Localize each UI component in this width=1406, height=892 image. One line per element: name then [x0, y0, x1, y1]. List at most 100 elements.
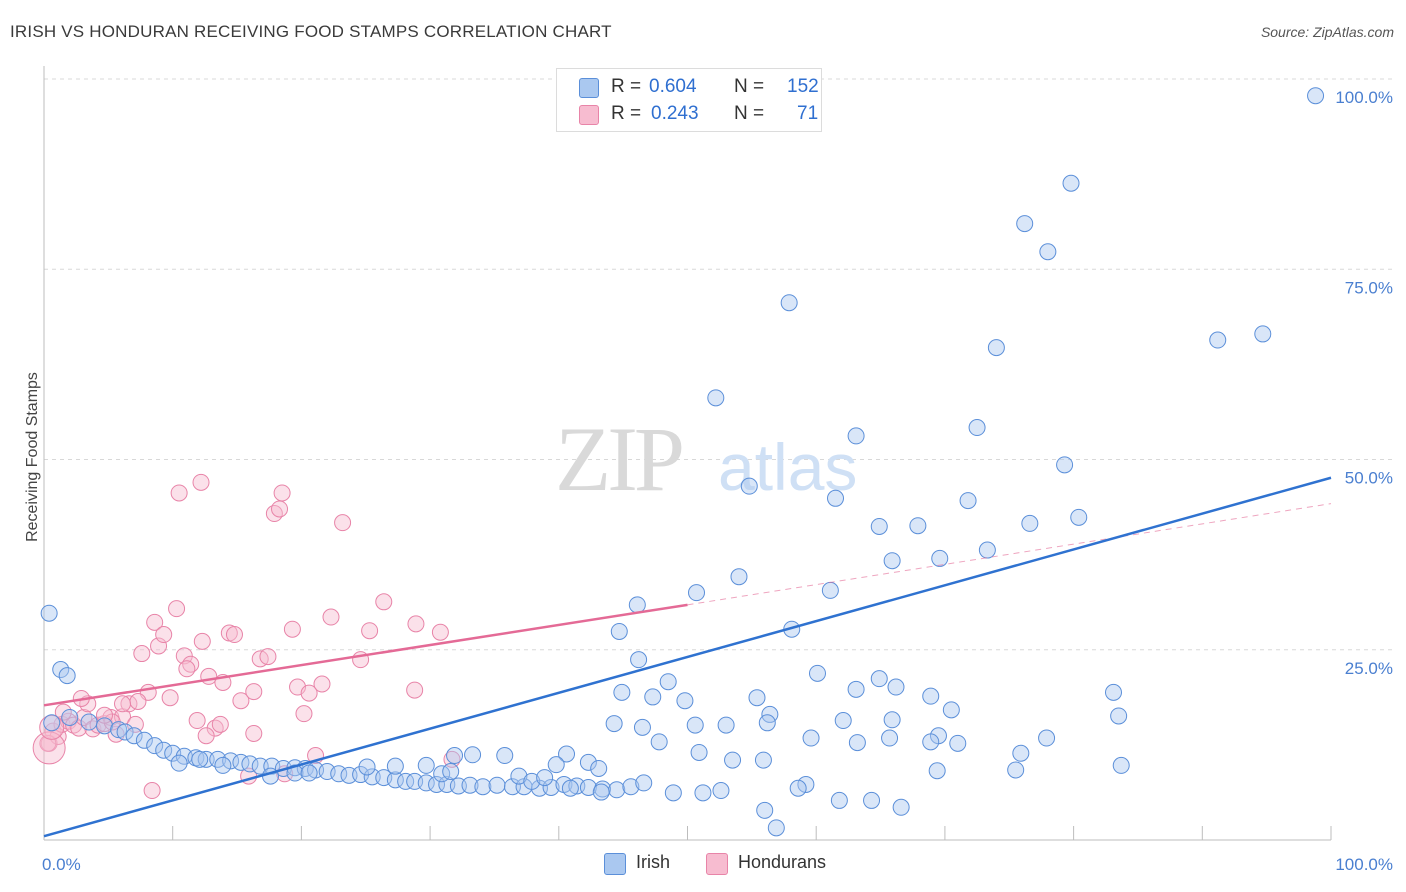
irish-point-6	[1209, 331, 1227, 349]
irish-point-0	[1307, 87, 1325, 105]
x-tick-label-100: 100.0%	[1335, 855, 1393, 874]
irish-point-133	[561, 779, 579, 797]
hondurans-r-label: R =	[611, 103, 642, 124]
irish-point-64	[43, 714, 61, 732]
irish-point-20	[931, 549, 949, 567]
irish-point-46	[802, 729, 820, 747]
irish-point-82	[251, 757, 269, 775]
y-tick-label-100: 100.0%	[1335, 88, 1393, 107]
irish-point-49	[1012, 744, 1030, 762]
irish-point-21	[883, 552, 901, 570]
irish-point-65	[61, 708, 79, 726]
hondurans-point-67	[197, 727, 215, 745]
irish-point-72	[146, 737, 164, 755]
stats-legend: R = 0.604 N = 152 R = 0.243 N = 71	[556, 68, 822, 132]
irish-point-19	[978, 541, 996, 559]
irish-point-137	[863, 791, 881, 809]
watermark-zip: ZIP	[555, 408, 682, 510]
irish-point-66	[80, 713, 98, 731]
irish-legend-label: Irish	[636, 852, 671, 872]
irish-point-18	[870, 517, 888, 535]
tick-labels: 25.0% 50.0% 75.0% 100.0% 0.0% 100.0%	[42, 88, 1393, 874]
irish-point-113	[622, 778, 640, 796]
hondurans-point-43	[295, 705, 313, 723]
hondurans-point-53	[407, 615, 425, 633]
hondurans-swatch	[579, 105, 599, 125]
irish-point-7	[1254, 325, 1272, 343]
irish-point-116	[536, 769, 554, 787]
irish-point-4	[780, 294, 798, 312]
irish-swatch	[579, 78, 599, 98]
hondurans-point-38	[265, 505, 283, 523]
axes	[43, 66, 1332, 841]
irish-point-118	[386, 757, 404, 775]
hondurans-point-44	[300, 684, 318, 702]
irish-point-124	[300, 764, 318, 782]
irish-point-73	[155, 741, 173, 759]
irish-legend-swatch	[604, 853, 626, 875]
irish-point-22	[730, 568, 748, 586]
hondurans-point-59	[143, 782, 161, 800]
irish-point-139	[767, 819, 785, 837]
hondurans-point-19	[146, 613, 164, 631]
hondurans-point-24	[175, 647, 193, 665]
irish-point-40	[1110, 707, 1128, 725]
irish-point-32	[613, 683, 631, 701]
hondurans-point-27	[193, 632, 211, 650]
irish-point-110	[579, 778, 597, 796]
watermark: ZIP atlas	[555, 408, 857, 510]
irish-point-140	[892, 798, 910, 816]
irish-r-value: 0.604	[649, 76, 697, 97]
hondurans-point-58	[273, 484, 291, 502]
irish-point-30	[58, 667, 76, 685]
hondurans-point-61	[114, 695, 132, 713]
irish-point-60	[547, 756, 565, 774]
irish-trend-line	[43, 476, 1332, 838]
y-tick-label-75: 75.0%	[1345, 278, 1393, 297]
source-label: Source: ZipAtlas.com	[1260, 24, 1394, 40]
irish-point-44	[633, 718, 651, 736]
irish-point-77	[197, 750, 215, 768]
watermark-atlas: atlas	[718, 430, 857, 504]
hondurans-point-41	[283, 620, 301, 638]
irish-point-52	[650, 733, 668, 751]
trend-lines	[43, 476, 1332, 838]
irish-point-143	[1112, 756, 1130, 774]
irish-point-10	[847, 427, 865, 445]
irish-point-31	[659, 673, 677, 691]
irish-point-24	[821, 581, 839, 599]
irish-point-26	[610, 622, 628, 640]
irish-point-134	[797, 775, 815, 793]
y-axis-label: Receiving Food Stamps	[24, 372, 41, 542]
irish-point-38	[834, 712, 852, 730]
hondurans-legend-swatch	[706, 853, 728, 875]
hondurans-point-10	[89, 716, 107, 734]
hondurans-point-68	[245, 683, 263, 701]
hondurans-point-large-1	[39, 714, 65, 740]
irish-point-67	[95, 717, 113, 735]
irish-points	[40, 87, 1325, 837]
irish-point-29	[52, 661, 70, 679]
irish-point-43	[686, 716, 704, 734]
hondurans-point-48	[334, 514, 352, 532]
hondurans-point-51	[375, 593, 393, 611]
hondurans-point-69	[178, 660, 196, 678]
irish-point-141	[928, 762, 946, 780]
irish-point-150	[887, 678, 905, 696]
irish-point-107	[542, 778, 560, 796]
irish-point-146	[942, 701, 960, 719]
x-tick-label-0: 0.0%	[42, 855, 81, 874]
y-tick-label-50: 50.0%	[1345, 469, 1393, 488]
irish-point-80	[232, 753, 250, 771]
hondurans-trend-line	[43, 603, 688, 707]
irish-point-136	[830, 791, 848, 809]
irish-r-label: R =	[611, 76, 642, 97]
irish-point-127	[170, 754, 188, 772]
irish-point-45	[605, 715, 623, 733]
hondurans-point-7	[75, 708, 93, 726]
irish-point-2	[1016, 215, 1034, 233]
hondurans-point-32	[225, 626, 243, 644]
irish-point-61	[496, 747, 514, 765]
irish-point-132	[592, 783, 610, 801]
